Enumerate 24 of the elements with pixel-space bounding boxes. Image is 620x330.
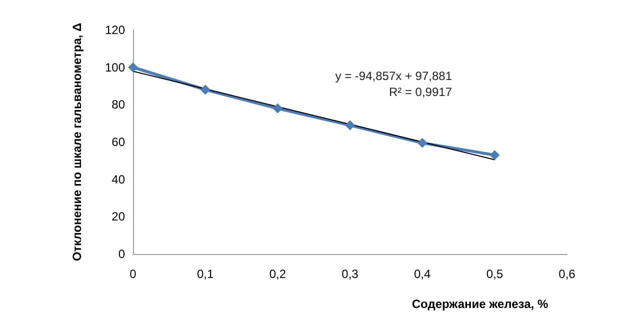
x-axis-title: Содержание железа, % — [412, 297, 548, 311]
x-tick-label: 0,4 — [414, 267, 431, 281]
y-tick-label: 20 — [112, 210, 126, 224]
point — [417, 138, 428, 148]
point — [272, 103, 283, 114]
y-tick-label: 40 — [112, 172, 126, 186]
y-tick-label: 100 — [104, 60, 126, 74]
x-tick-label: 0,2 — [269, 267, 286, 281]
annotation: y = -94,857x + 97,881 — [335, 69, 452, 83]
y-axis-title: Отклонение по шкале гальванометра, Δ — [70, 22, 84, 262]
x-tick-label: 0,6 — [558, 267, 576, 281]
point — [200, 84, 210, 95]
point — [345, 120, 355, 130]
point — [490, 150, 500, 160]
y-tick-label: 60 — [112, 135, 126, 149]
x-tick-label: 0 — [130, 267, 137, 281]
x-tick-label: 0,3 — [342, 267, 359, 281]
y-tick-label: 120 — [104, 23, 126, 37]
x-tick-label: 0,1 — [196, 267, 214, 281]
point — [128, 62, 138, 72]
x-tick-label: 0,5 — [486, 267, 504, 281]
annotation: R² = 0,9917 — [388, 85, 452, 99]
y-tick-label: 80 — [112, 98, 126, 112]
y-tick-label: 0 — [118, 247, 126, 261]
